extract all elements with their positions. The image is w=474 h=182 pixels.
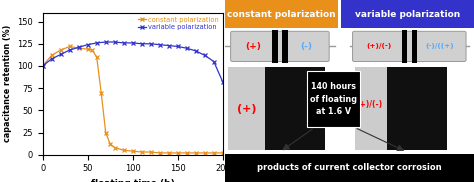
variable polarization (202, 54, 208, 56)
FancyBboxPatch shape (231, 31, 329, 62)
constant polarization (76, 47, 82, 49)
Bar (411, 29, 417, 63)
constant polarization (98, 92, 104, 94)
variable polarization (157, 43, 163, 46)
Text: variable polarization: variable polarization (355, 10, 460, 19)
variable polarization (58, 53, 64, 56)
constant polarization (112, 147, 118, 149)
FancyBboxPatch shape (353, 31, 466, 62)
constant polarization (148, 151, 154, 153)
constant polarization (130, 150, 136, 152)
variable polarization (193, 50, 199, 52)
X-axis label: floating time (h): floating time (h) (91, 179, 174, 182)
variable polarization (94, 42, 100, 44)
Text: constant polarization: constant polarization (228, 10, 336, 19)
Text: (+)/(-): (+)/(-) (356, 100, 383, 109)
constant polarization (40, 65, 46, 67)
Bar (341, 0, 474, 28)
constant polarization (166, 152, 172, 154)
Bar (387, 67, 447, 150)
constant polarization (49, 54, 55, 56)
constant polarization (193, 152, 199, 154)
Bar (272, 29, 278, 63)
constant polarization (184, 152, 190, 154)
variable polarization (112, 41, 118, 43)
Bar (282, 29, 288, 63)
variable polarization (76, 46, 82, 48)
constant polarization (107, 143, 113, 145)
Text: (-)/((+): (-)/((+) (426, 43, 454, 49)
variable polarization (148, 43, 154, 45)
variable polarization (220, 81, 226, 83)
variable polarization (175, 45, 181, 48)
Bar (401, 29, 407, 63)
variable polarization (103, 41, 109, 43)
constant polarization (175, 152, 181, 154)
Text: (+): (+) (237, 104, 256, 114)
constant polarization (94, 56, 100, 58)
Bar (307, 71, 359, 127)
Line: variable polarization: variable polarization (41, 40, 225, 84)
constant polarization (202, 152, 208, 154)
Bar (225, 0, 338, 28)
Y-axis label: capacitance retention (%): capacitance retention (%) (3, 25, 12, 142)
Text: (+)/(-): (+)/(-) (366, 43, 391, 49)
Text: products of current collector corrosion: products of current collector corrosion (257, 163, 442, 172)
Text: 140 hours
of floating
at 1.6 V: 140 hours of floating at 1.6 V (310, 82, 357, 116)
Text: (+): (+) (246, 42, 261, 51)
variable polarization (139, 43, 145, 45)
variable polarization (49, 58, 55, 60)
variable polarization (166, 44, 172, 47)
variable polarization (85, 43, 91, 46)
Text: (-): (-) (301, 42, 312, 51)
constant polarization (89, 49, 95, 51)
Bar (228, 67, 270, 150)
constant polarization (220, 152, 226, 154)
Line: constant polarization: constant polarization (41, 44, 225, 155)
Bar (225, 154, 474, 182)
constant polarization (211, 152, 217, 154)
constant polarization (58, 49, 64, 51)
Bar (265, 67, 325, 150)
constant polarization (139, 151, 145, 153)
variable polarization (67, 49, 73, 51)
variable polarization (130, 42, 136, 44)
constant polarization (103, 131, 109, 134)
constant polarization (67, 45, 73, 48)
Legend: constant polarization, variable polarization: constant polarization, variable polariza… (137, 16, 219, 31)
Bar (355, 67, 392, 150)
variable polarization (40, 65, 46, 67)
constant polarization (121, 149, 127, 151)
constant polarization (157, 152, 163, 154)
constant polarization (85, 48, 91, 50)
variable polarization (184, 47, 190, 49)
variable polarization (121, 42, 127, 44)
variable polarization (211, 60, 217, 63)
